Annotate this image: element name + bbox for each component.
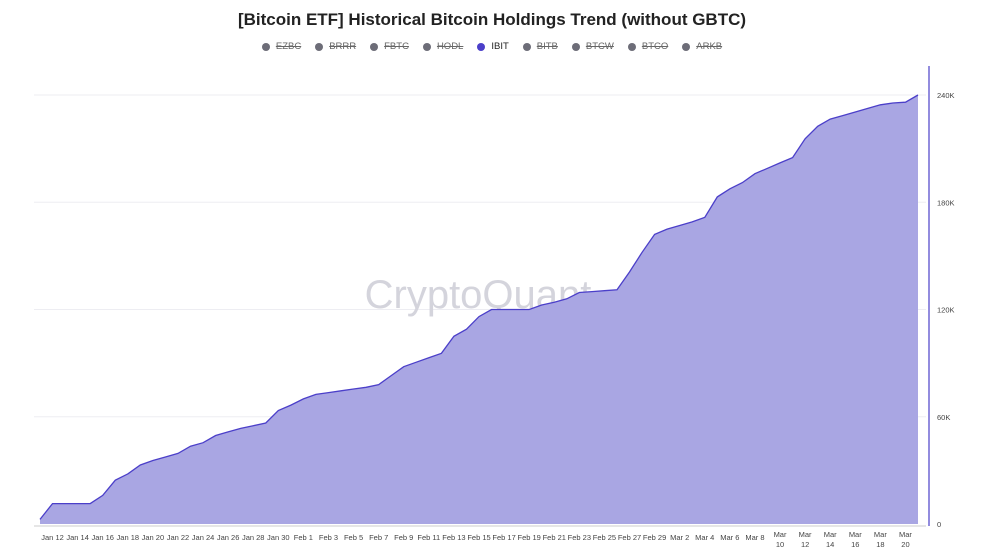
x-tick-label: Jan 16 [91,533,114,542]
x-tick-label: Mar 8 [745,533,764,542]
x-tick-label: Feb 11 [417,533,440,542]
x-tick-label: Mar 6 [720,533,739,542]
x-tick-label: Mar 12 [799,530,812,549]
x-tick-label: Feb 25 [593,533,616,542]
x-tick-label: Feb 9 [394,533,413,542]
x-tick-label: Feb 17 [492,533,515,542]
y-tick-label: 180K [937,198,955,207]
x-tick-label: Mar 14 [824,530,837,549]
legend-dot-icon [315,42,324,51]
legend-dot-icon [522,42,531,51]
legend-item-btcw[interactable]: BTCW [571,41,614,52]
legend-item-fbtc[interactable]: FBTC [370,41,409,52]
x-tick-label: Jan 12 [41,533,64,542]
legend-label: IBIT [491,41,509,52]
chart-legend: EZBC BRRR FBTC HODL IBIT BITB BTCW BTCO ARKB [0,41,984,52]
x-tick-label: Feb 21 [543,533,566,542]
legend-label: BTCO [641,41,669,52]
legend-dot-icon [627,42,636,51]
x-tick-label: Feb 19 [517,533,540,542]
x-tick-label: Feb 27 [618,533,641,542]
x-tick-label: Mar 18 [874,530,887,549]
x-tick-label: Feb 1 [294,533,313,542]
x-axis: Jan 12 Jan 14 Jan 16 Jan 18 Jan 20 Jan 22 Jan … [41,530,912,549]
legend-label: EZBC [275,41,302,52]
x-tick-label: Jan 24 [192,533,215,542]
y-tick-label: 0 [937,520,941,529]
legend-dot-icon [422,42,431,51]
x-tick-label: Jan 20 [142,533,165,542]
x-tick-label: Jan 26 [217,533,240,542]
series-area-ibit [40,95,918,524]
legend-item-brrr[interactable]: BRRR [315,41,356,52]
x-tick-label: Feb 23 [568,533,591,542]
x-tick-label: Mar 10 [774,530,787,549]
x-tick-label: Feb 5 [344,533,363,542]
x-tick-label: Jan 22 [167,533,190,542]
x-tick-label: Feb 13 [442,533,465,542]
legend-dot-icon [682,42,691,51]
legend-item-arkb[interactable]: ARKB [682,41,722,52]
x-tick-label: Jan 28 [242,533,265,542]
y-tick-label: 240K [937,91,955,100]
x-tick-label: Feb 7 [369,533,388,542]
legend-label: FBTC [384,41,409,52]
legend-item-bitb[interactable]: BITB [522,41,558,52]
legend-dot-icon [370,42,379,51]
legend-label: BITB [536,41,558,52]
plot-area [39,94,919,524]
x-tick-label: Mar 2 [670,533,689,542]
legend-item-btco[interactable]: BTCO [627,41,669,52]
y-axis: 0 60K 120K 180K 240K [34,66,955,529]
legend-label: BTCW [585,41,614,52]
legend-label: HODL [436,41,464,52]
x-tick-label: Jan 30 [267,533,290,542]
x-tick-label: Mar 4 [695,533,714,542]
x-tick-label: Feb 15 [467,533,490,542]
legend-item-ezbc[interactable]: EZBC [261,41,302,52]
x-tick-label: Mar 20 [899,530,912,549]
legend-label: ARKB [696,41,723,52]
legend-item-hodl[interactable]: HODL [422,41,464,52]
y-tick-label: 120K [937,306,955,315]
chart-title: [Bitcoin ETF] Historical Bitcoin Holding… [237,10,747,29]
legend-dot-icon [261,42,270,51]
legend-label: BRRR [329,41,357,52]
x-tick-label: Mar 16 [849,530,862,549]
x-tick-label: Jan 18 [117,533,140,542]
y-tick-label: 60K [937,413,950,422]
legend-dot-icon [477,42,486,51]
x-tick-label: Feb 29 [643,533,666,542]
x-tick-label: Jan 14 [66,533,89,542]
legend-item-ibit[interactable]: IBIT [477,41,509,52]
x-tick-label: Feb 3 [319,533,338,542]
legend-dot-icon [571,42,580,51]
